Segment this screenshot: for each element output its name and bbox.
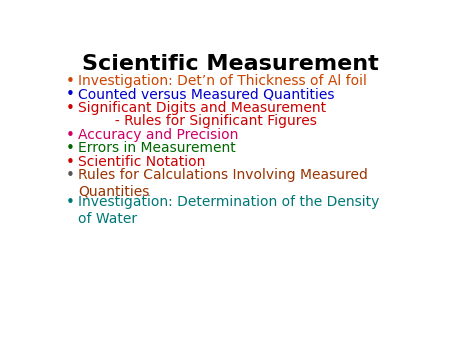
Text: •: • <box>66 195 75 210</box>
Text: •: • <box>66 154 75 170</box>
Text: Accuracy and Precision: Accuracy and Precision <box>78 127 238 142</box>
Text: Scientific Measurement: Scientific Measurement <box>82 54 379 74</box>
Text: •: • <box>66 74 75 89</box>
Text: •: • <box>66 141 75 156</box>
Text: •: • <box>66 168 75 183</box>
Text: Scientific Notation: Scientific Notation <box>78 154 205 169</box>
Text: Counted versus Measured Quantities: Counted versus Measured Quantities <box>78 87 334 101</box>
Text: •: • <box>66 87 75 102</box>
Text: Rules for Calculations Involving Measured
Quantities: Rules for Calculations Involving Measure… <box>78 168 368 199</box>
Text: Errors in Measurement: Errors in Measurement <box>78 141 236 155</box>
Text: Investigation: Det’n of Thickness of Al foil: Investigation: Det’n of Thickness of Al … <box>78 74 367 88</box>
Text: Significant Digits and Measurement: Significant Digits and Measurement <box>78 101 326 115</box>
Text: Investigation: Determination of the Density
of Water: Investigation: Determination of the Dens… <box>78 195 379 226</box>
Text: •: • <box>66 127 75 143</box>
Text: - Rules for Significant Figures: - Rules for Significant Figures <box>94 114 317 128</box>
Text: •: • <box>66 101 75 116</box>
